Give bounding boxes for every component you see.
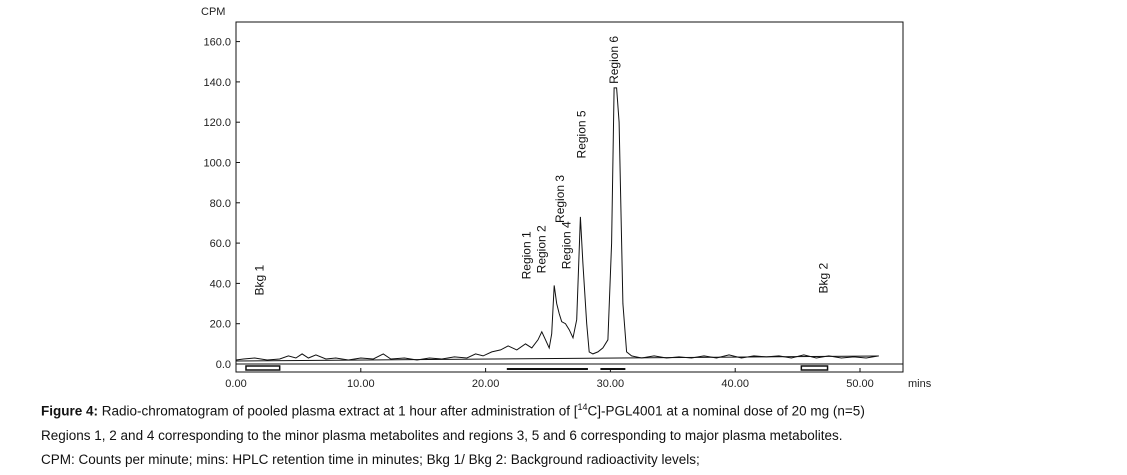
figure-label: Figure 4: [41,403,99,419]
y-tick-label-0.0: 0.0 [216,359,231,371]
caption-isotope: 14 [577,402,588,412]
annotation-region-1: Region 1 [520,231,534,279]
y-tick-label-40.0: 40.0 [210,278,231,290]
caption-text-b: C]-PGL4001 at a nominal dose of 20 mg (n… [587,403,865,419]
x-tick-label-40.00: 40.00 [721,378,749,390]
figure-caption-line-1: Figure 4: Radio-chromatogram of pooled p… [41,402,865,419]
annotation-region-2: Region 2 [535,225,549,273]
annotation-region-3: Region 3 [553,175,567,223]
annotation-bkg-2: Bkg 2 [817,262,831,293]
y-tick-label-160.0: 160.0 [203,37,231,49]
background-range-bar-2 [800,365,829,371]
y-tick-label-100.0: 100.0 [203,158,231,170]
annotation-bkg-1: Bkg 1 [252,264,266,295]
chromatogram-trace [235,87,879,361]
x-tick-label-20.00: 20.00 [472,378,500,390]
x-tick-label-0.00: 0.00 [225,378,246,390]
radio-chromatogram: 0.0 20.0 40.0 60.0 80.0 100.0 120.0 140.0 160.0 0… [201,6,932,390]
x-tick-label-30.00: 30.00 [597,378,625,390]
annotation-region-5: Region 5 [574,110,588,158]
y-tick-label-120.0: 120.0 [203,117,231,129]
caption-text-a: Radio-chromatogram of pooled plasma extr… [98,403,578,419]
baseline-layer [235,355,903,365]
figure-caption-line-3: CPM: Counts per minute; mins: HPLC reten… [41,452,700,467]
figure-caption-line-2: Regions 1, 2 and 4 corresponding to the … [41,428,843,443]
axis-ticks: 0.0 20.0 40.0 60.0 80.0 100.0 120.0 140.0 160.0 0… [203,37,873,390]
y-axis-label: CPM [201,6,225,18]
x-axis-label: mins [908,378,932,390]
background-range-bar-1 [245,365,281,371]
trace-layer [235,87,879,361]
annotation-region-6: Region 6 [607,36,621,84]
y-tick-label-80.0: 80.0 [210,198,231,210]
y-tick-label-140.0: 140.0 [203,77,231,89]
annotation-region-4: Region 4 [559,221,573,269]
region-range-bars [245,365,829,371]
y-tick-label-20.0: 20.0 [210,319,231,331]
x-tick-label-10.00: 10.00 [347,378,375,390]
plot-frame [235,21,904,373]
y-tick-label-60.0: 60.0 [210,238,231,250]
x-tick-label-50.00: 50.00 [846,378,874,390]
